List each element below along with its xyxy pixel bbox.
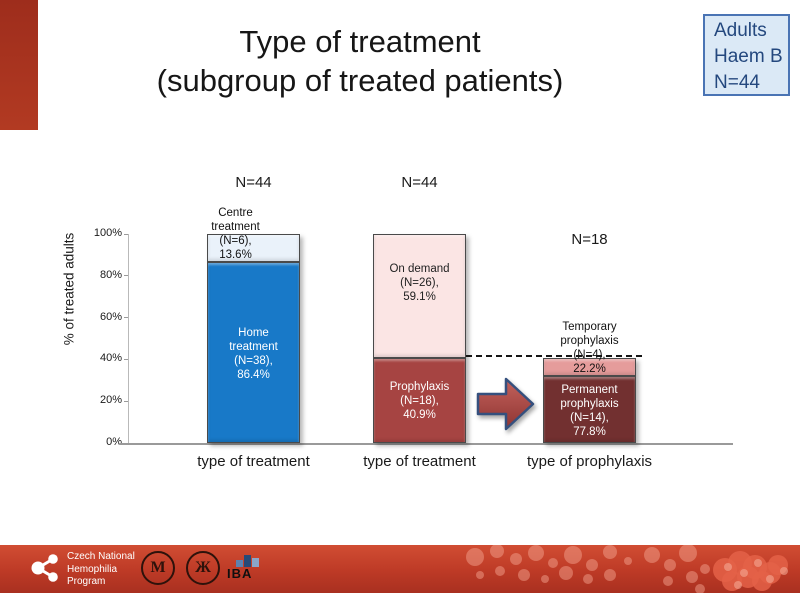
x-category-label: type of treatment: [363, 453, 476, 470]
y-tick-label: 60%: [99, 310, 122, 323]
stacked-bar: Prophylaxis (N=18), 40.9% On demand (N=26), 5…: [373, 234, 466, 443]
footer-dots-decoration: [466, 545, 788, 593]
slide-title-line2: (subgroup of treated patients): [156, 63, 564, 98]
iba-logo-bars-icon: [236, 555, 261, 567]
segment-label: Permanent prophylaxis (N=14), 77.8%: [560, 383, 619, 438]
y-tick-label: 20%: [99, 394, 122, 407]
program-name-line2: Hemophilia: [67, 563, 118, 575]
x-category-label: type of treatment: [197, 453, 310, 470]
subgroup-arrow-icon: [476, 377, 535, 431]
y-tick-mark: [124, 358, 128, 360]
y-tick-mark: [124, 400, 128, 402]
iba-logo-text: IBA: [227, 566, 253, 581]
y-tick-label: 100%: [93, 227, 122, 239]
y-tick-label: 40%: [99, 352, 122, 365]
corner-accent-rect: [0, 0, 38, 130]
reference-dashed-line: [466, 355, 642, 357]
bar-segment: [543, 357, 636, 377]
bar-segment: [207, 234, 300, 263]
bar-n-label: N=18: [571, 231, 608, 248]
society-seal-icon: Ж: [186, 551, 220, 585]
program-name: Czech National Hemophilia Program: [67, 551, 135, 589]
bar-segment: Permanent prophylaxis (N=14), 77.8%: [543, 376, 636, 443]
y-axis-line: [128, 234, 129, 443]
x-category-label: type of prophylaxis: [526, 453, 653, 470]
bar-segment: Home treatment (N=38), 86.4%: [207, 262, 300, 443]
subgroup-tag-line3: N=44: [714, 72, 760, 93]
footer-banner: Czech National Hemophilia Program M Ж IB…: [0, 545, 800, 593]
segment-label-above: Temporary prophylaxis (N=4), 22.2%: [560, 321, 619, 376]
iba-logo: IBA: [227, 555, 261, 580]
program-name-line3: Program: [67, 576, 106, 587]
stacked-bar: Permanent prophylaxis (N=14), 77.8%: [543, 357, 636, 443]
program-name-line1: Czech National: [67, 551, 135, 562]
y-tick-mark: [124, 317, 128, 319]
slide-title: Type of treatment (subgroup of treated p…: [60, 22, 660, 100]
bar-segment: On demand (N=26), 59.1%: [373, 234, 466, 358]
stacked-bar-chart: % of treated adults 0% 20% 40% 60% 80% 100% H…: [0, 150, 800, 490]
slide-title-line1: Type of treatment: [239, 24, 481, 59]
segment-label-above: Centre treatment (N=6), 13.6%: [211, 207, 260, 262]
segment-label: On demand (N=26), 59.1%: [389, 262, 450, 303]
bar-segment: Prophylaxis (N=18), 40.9%: [373, 357, 466, 443]
stacked-bar: Home treatment (N=38), 86.4%: [207, 234, 300, 443]
bar-n-label: N=44: [401, 174, 438, 191]
y-axis-title: % of treated adults: [61, 232, 77, 346]
chnp-molecule-icon: [31, 554, 58, 582]
bar-n-label: N=44: [235, 174, 272, 191]
y-tick-mark: [124, 275, 128, 277]
university-seal-icon: M: [141, 551, 175, 585]
segment-label: Home treatment (N=38), 86.4%: [229, 326, 278, 381]
x-axis-line: [119, 443, 733, 445]
y-tick-label: 0%: [106, 436, 122, 448]
subgroup-tag-line2: Haem B: [714, 46, 783, 67]
segment-label: Prophylaxis (N=18), 40.9%: [389, 381, 450, 422]
subgroup-tag-box: Adults Haem B N=44: [703, 14, 790, 96]
y-tick-mark: [124, 233, 128, 235]
y-tick-label: 80%: [99, 268, 122, 281]
subgroup-tag-line1: Adults: [714, 20, 767, 41]
